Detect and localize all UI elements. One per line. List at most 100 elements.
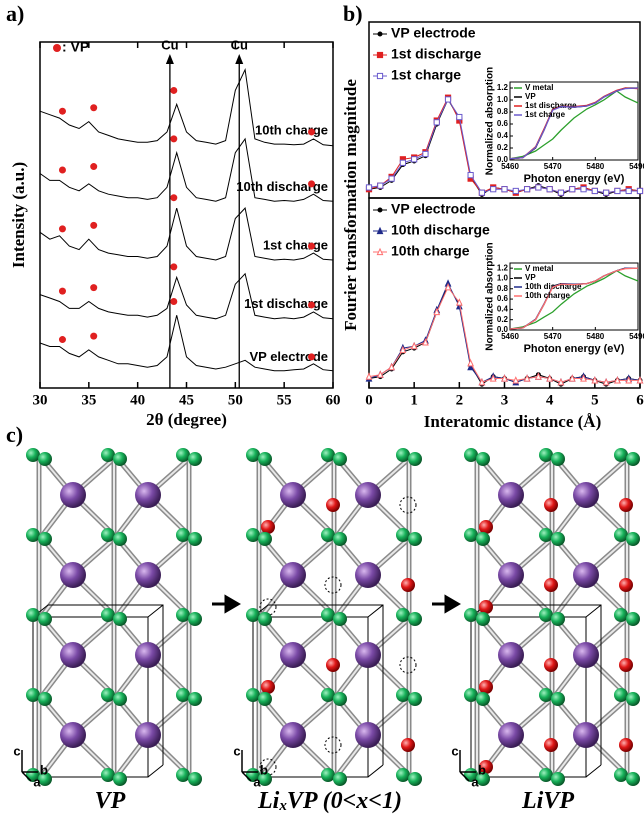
p-atom <box>626 532 640 546</box>
inset-legend-label: VP <box>525 273 536 282</box>
p-atom <box>626 452 640 466</box>
crystal-structure: cba <box>451 448 640 789</box>
p-atom <box>321 688 335 702</box>
inset-y-tick-label: 0.4 <box>497 131 509 140</box>
p-atom <box>539 608 553 622</box>
li-atom <box>401 738 415 752</box>
axis-name: c <box>13 743 20 758</box>
data-point <box>502 375 507 381</box>
p-atom <box>464 528 478 542</box>
x-tick-label: 60 <box>326 392 341 408</box>
p-atom <box>176 528 190 542</box>
data-point <box>366 185 371 190</box>
p-atom <box>551 452 565 466</box>
data-point <box>434 309 439 315</box>
data-point <box>378 183 383 188</box>
peak-marker <box>90 284 97 291</box>
structure-label: VP <box>95 788 126 814</box>
axis-name: b <box>478 762 486 777</box>
axis-name: a <box>471 774 479 789</box>
p-atom <box>38 532 52 546</box>
series-label: 1st charge <box>263 238 328 253</box>
v-atom <box>498 562 524 588</box>
p-atom <box>396 768 410 782</box>
p-atom <box>614 608 628 622</box>
data-point <box>412 343 417 349</box>
axis-name: c <box>233 743 240 758</box>
inset-y-tick-label: 0.8 <box>497 284 509 293</box>
data-point <box>513 377 518 383</box>
legend-marker <box>377 249 382 255</box>
data-point <box>626 188 631 193</box>
legend-label: 10th discharge <box>391 222 490 238</box>
inset-y-tick-label: 1.2 <box>497 263 509 272</box>
p-atom <box>551 612 565 626</box>
data-point <box>615 188 620 193</box>
v-atom <box>498 642 524 668</box>
v-atom <box>280 562 306 588</box>
p-atom <box>176 768 190 782</box>
inset-x-tick-label: 5470 <box>544 332 562 341</box>
data-point <box>604 379 609 385</box>
data-point <box>581 187 586 192</box>
data-point <box>592 188 597 193</box>
p-atom <box>408 692 422 706</box>
p-atom <box>101 528 115 542</box>
v-atom <box>135 482 161 508</box>
legend-label: 1st discharge <box>391 46 481 62</box>
legend-marker <box>377 228 382 234</box>
li-atom <box>479 520 493 534</box>
peak-marker <box>308 301 315 308</box>
v-atom <box>280 722 306 748</box>
li-atom <box>261 680 275 694</box>
li-atom <box>401 578 415 592</box>
li-atom <box>326 658 340 672</box>
p-atom <box>476 532 490 546</box>
inset-y-tick-label: 0.6 <box>497 119 509 128</box>
li-atom <box>479 600 493 614</box>
v-atom <box>60 482 86 508</box>
li-atom <box>544 578 558 592</box>
li-atom <box>619 498 633 512</box>
p-atom <box>476 692 490 706</box>
axis-name: a <box>33 774 41 789</box>
legend-label: 1st charge <box>391 67 461 83</box>
data-point <box>615 377 620 383</box>
li-atom <box>619 578 633 592</box>
panel-label: a) <box>6 1 24 26</box>
legend-marker <box>377 73 382 78</box>
p-atom <box>113 532 127 546</box>
p-atom <box>113 692 127 706</box>
panel-label: c) <box>6 422 23 447</box>
peak-marker <box>90 222 97 229</box>
inset-legend-label: V metal <box>525 264 553 273</box>
li-atom <box>479 680 493 694</box>
structure-label-part: LiVP <box>521 788 574 814</box>
p-atom <box>258 692 272 706</box>
structure-label: LixVP (0<x<1) <box>257 788 402 815</box>
axis-name: b <box>40 762 48 777</box>
x-tick-label: 35 <box>81 392 96 408</box>
p-atom <box>176 448 190 462</box>
x-axis-label: 2θ (degree) <box>146 410 227 429</box>
p-atom <box>539 688 553 702</box>
li-atom <box>544 658 558 672</box>
data-point <box>502 187 507 192</box>
x-tick-label: 4 <box>546 392 554 408</box>
data-point <box>491 187 496 192</box>
p-atom <box>626 772 640 786</box>
v-atom <box>573 722 599 748</box>
axis-name: b <box>260 762 268 777</box>
peak-marker <box>90 104 97 111</box>
p-atom <box>614 688 628 702</box>
v-atom <box>355 482 381 508</box>
peak-marker <box>90 333 97 340</box>
v-atom <box>135 722 161 748</box>
p-atom <box>539 528 553 542</box>
inset-y-tick-label: 0.0 <box>497 155 509 164</box>
p-atom <box>539 768 553 782</box>
inset-legend-label: 10th charge <box>525 291 570 300</box>
p-atom <box>38 612 52 626</box>
data-point <box>547 375 552 381</box>
series-label: 10th charge <box>255 123 328 138</box>
